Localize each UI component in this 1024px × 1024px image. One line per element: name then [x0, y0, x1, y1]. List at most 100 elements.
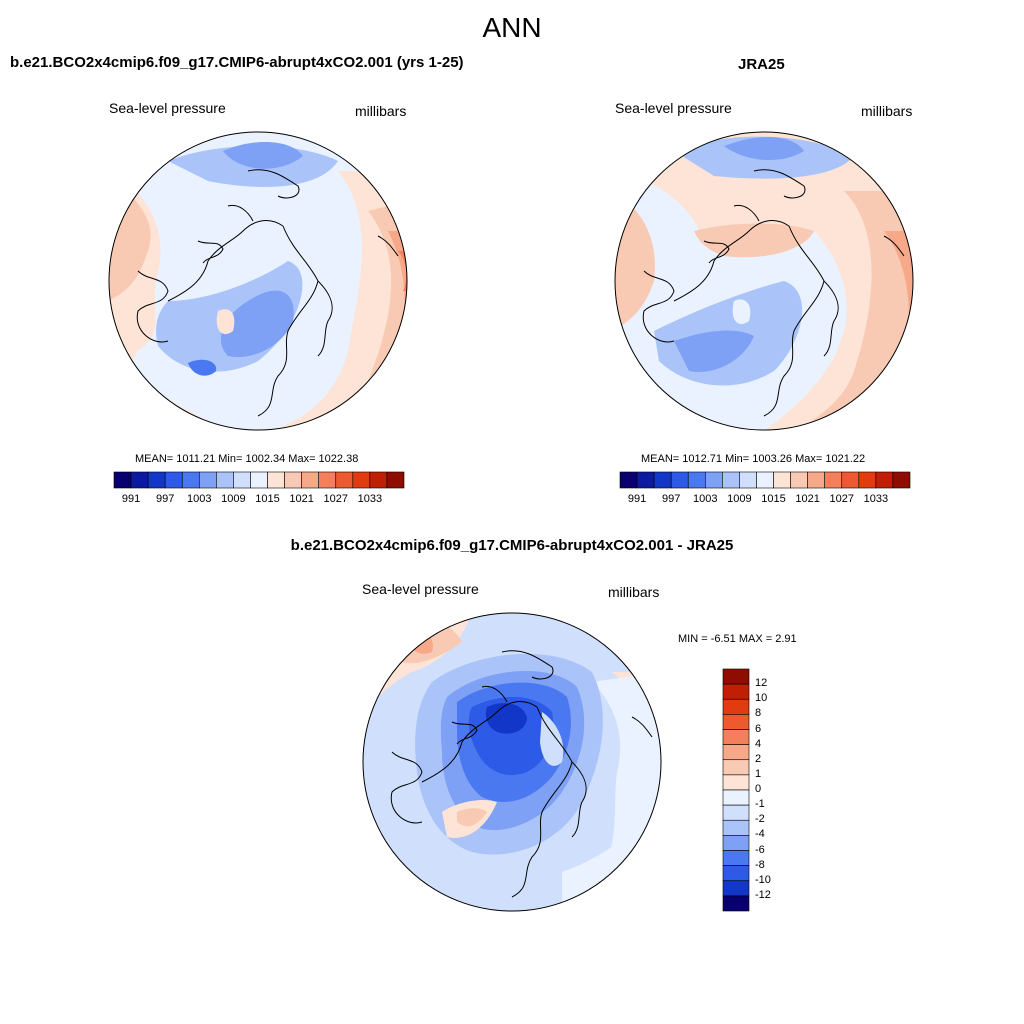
- model-colorbar-tick-label: 991: [121, 493, 141, 505]
- obs-colorbar-box-16: [892, 471, 911, 489]
- diff-colorbar: [722, 668, 750, 912]
- obs-colorbar-box-7: [739, 471, 757, 489]
- obs-colorbar-box-15: [875, 471, 894, 489]
- model-colorbar-box-1: [130, 471, 149, 489]
- diff-colorbar-box-13: [722, 865, 750, 882]
- model-colorbar-tick-label: 1009: [221, 493, 246, 505]
- obs-colorbar-tick-label: 1021: [795, 493, 820, 505]
- diff-colorbar-box-15: [722, 895, 750, 912]
- model-colorbar-tick-label: 997: [155, 493, 175, 505]
- model-colorbar-box-2: [147, 471, 166, 489]
- model-colorbar-box-8: [250, 471, 268, 489]
- obs-colorbar-tick-label: 991: [627, 493, 647, 505]
- obs-colorbar-tick-label: 1027: [829, 493, 854, 505]
- obs-colorbar-box-10: [790, 471, 808, 489]
- diff-colorbar-box-10: [722, 819, 750, 836]
- model-colorbar-box-6: [216, 471, 234, 489]
- model-colorbar-box-5: [198, 471, 217, 489]
- obs-colorbar-tick-label: 1009: [727, 493, 752, 505]
- obs-stats: MEAN= 1012.71 Min= 1003.26 Max= 1021.22: [641, 453, 866, 465]
- diff-colorbar-box-6: [722, 759, 750, 776]
- diff-colorbar-box-14: [722, 880, 750, 897]
- diff-colorbar-tick-label: -4: [755, 828, 765, 841]
- model-colorbar-tick-label: 1027: [323, 493, 348, 505]
- obs-variable-label: Sea-level pressure: [615, 100, 732, 116]
- model-colorbar-box-11: [301, 471, 320, 489]
- diff-colorbar-tick-label: -8: [755, 858, 765, 871]
- obs-panel-title: JRA25: [738, 56, 785, 73]
- model-polar-map: [108, 131, 408, 431]
- diff-colorbar-box-9: [722, 804, 750, 821]
- diff-colorbar-tick-label: 1: [755, 767, 762, 780]
- obs-polar-map: [614, 131, 914, 431]
- obs-colorbar-ticks: 991 997 1003 1009 1015 1021 1027 1033: [620, 493, 910, 507]
- diff-colorbar-tick-label: -1: [755, 798, 765, 811]
- diff-colorbar-box-5: [722, 744, 750, 761]
- model-colorbar-box-10: [284, 471, 302, 489]
- obs-colorbar-box-8: [756, 471, 774, 489]
- model-colorbar-box-4: [181, 471, 200, 489]
- obs-colorbar-tick-label: 1015: [761, 493, 786, 505]
- model-variable-label: Sea-level pressure: [109, 100, 226, 116]
- diff-colorbar-box-7: [722, 774, 750, 791]
- diff-colorbar-tick-label: 12: [755, 677, 768, 690]
- obs-colorbar-box-6: [722, 471, 740, 489]
- obs-colorbar-box-9: [773, 471, 791, 489]
- obs-colorbar-box-1: [636, 471, 655, 489]
- model-colorbar-box-14: [352, 471, 371, 489]
- diff-colorbar-box-1: [722, 683, 750, 700]
- obs-units-label: millibars: [861, 103, 913, 119]
- model-colorbar-box-0: [113, 471, 132, 489]
- obs-colorbar-box-4: [687, 471, 706, 489]
- model-colorbar-tick-label: 1021: [289, 493, 314, 505]
- model-colorbar-tick-label: 1015: [255, 493, 280, 505]
- diff-colorbar-tick-label: 10: [755, 692, 768, 705]
- obs-colorbar-box-11: [807, 471, 826, 489]
- diff-stats: MIN = -6.51 MAX = 2.91: [678, 633, 797, 645]
- model-colorbar-box-9: [267, 471, 285, 489]
- model-colorbar-box-3: [164, 471, 183, 489]
- diff-colorbar-box-4: [722, 729, 750, 745]
- obs-colorbar-tick-label: 1033: [863, 493, 889, 505]
- model-colorbar-box-12: [318, 471, 337, 489]
- obs-colorbar-box-14: [858, 471, 877, 489]
- obs-colorbar: [619, 471, 911, 489]
- obs-colorbar-box-13: [841, 471, 860, 489]
- diff-colorbar-tick-label: -12: [755, 888, 771, 901]
- diff-colorbar-tick-label: -6: [755, 843, 765, 856]
- obs-colorbar-box-2: [653, 471, 672, 489]
- model-units-label: millibars: [355, 103, 407, 119]
- diff-colorbar-box-0: [722, 668, 750, 685]
- diff-colorbar-box-12: [722, 850, 750, 866]
- diff-units-label: millibars: [608, 584, 660, 600]
- model-colorbar-box-7: [233, 471, 251, 489]
- model-colorbar-box-13: [335, 471, 354, 489]
- diff-colorbar-ticks: 12 10 8 6 4 2 1 0 -1 -2 -4 -6 -8 -10 -12: [755, 669, 795, 911]
- diff-colorbar-box-3: [722, 714, 750, 730]
- obs-colorbar-box-5: [704, 471, 723, 489]
- diff-colorbar-tick-label: -10: [755, 873, 771, 886]
- diff-colorbar-tick-label: 0: [755, 783, 762, 795]
- obs-colorbar-tick-label: 997: [661, 493, 681, 505]
- obs-colorbar-box-0: [619, 471, 638, 489]
- diff-colorbar-box-11: [722, 835, 750, 851]
- obs-colorbar-box-3: [670, 471, 689, 489]
- diff-colorbar-tick-label: 2: [755, 752, 762, 765]
- diff-colorbar-box-2: [722, 698, 750, 715]
- diff-panel-title: b.e21.BCO2x4cmip6.f09_g17.CMIP6-abrupt4x…: [290, 537, 734, 554]
- obs-colorbar-tick-label: 1003: [693, 493, 718, 505]
- figure-title: ANN: [482, 12, 542, 43]
- diff-colorbar-tick-label: 8: [755, 707, 762, 720]
- diff-colorbar-tick-label: 4: [755, 737, 762, 750]
- model-colorbar-ticks: 991 997 1003 1009 1015 1021 1027 1033: [114, 493, 404, 507]
- obs-colorbar-box-12: [824, 471, 843, 489]
- diff-colorbar-tick-label: 6: [755, 722, 762, 735]
- diff-colorbar-box-8: [722, 789, 750, 806]
- model-colorbar-box-16: [386, 471, 405, 489]
- diff-polar-map: [362, 612, 662, 912]
- model-stats: MEAN= 1011.21 Min= 1002.34 Max= 1022.38: [135, 453, 359, 465]
- model-colorbar-tick-label: 1003: [187, 493, 212, 505]
- diff-colorbar-tick-label: -2: [755, 813, 765, 826]
- model-colorbar-tick-label: 1033: [357, 493, 383, 505]
- model-panel-title: b.e21.BCO2x4cmip6.f09_g17.CMIP6-abrupt4x…: [10, 54, 464, 71]
